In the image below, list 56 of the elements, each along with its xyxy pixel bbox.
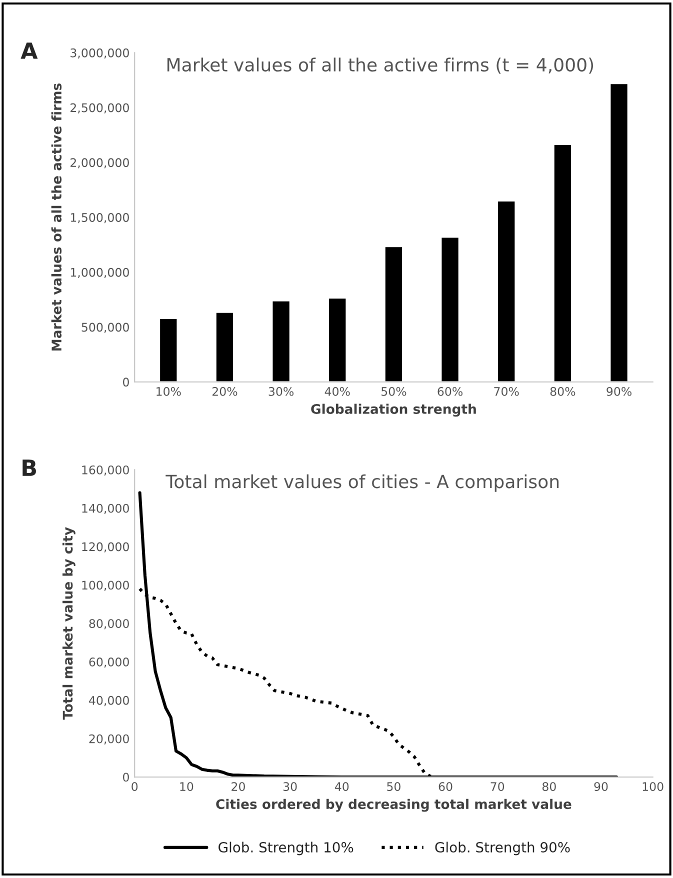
y-tick-label: 3,000,000 bbox=[70, 48, 129, 59]
x-tick-label: 0 bbox=[132, 782, 138, 792]
y-tick-label: 1,000,000 bbox=[70, 268, 129, 278]
y-tick-label: 1,500,000 bbox=[70, 213, 129, 224]
x-tick-label: 90% bbox=[606, 387, 632, 396]
y-tick-label: 0 bbox=[123, 378, 129, 387]
x-tick-label: 70 bbox=[490, 782, 504, 792]
x-axis-title: Cities ordered by decreasing total market value bbox=[216, 798, 572, 812]
x-tick-label: 50 bbox=[387, 782, 400, 792]
y-tick-label: 500,000 bbox=[82, 322, 129, 333]
legend-label: Glob. Strength 90% bbox=[435, 842, 570, 856]
y-tick-label: 160,000 bbox=[82, 465, 129, 476]
x-tick-label: 30 bbox=[283, 782, 297, 792]
bar bbox=[271, 300, 291, 382]
y-tick-label: 100,000 bbox=[82, 580, 129, 591]
y-tick-label: 140,000 bbox=[82, 504, 129, 514]
x-tick-label: 80 bbox=[542, 782, 556, 792]
y-tick-label: 2,000,000 bbox=[70, 158, 129, 168]
chart-title: Market values of all the active firms (t = 4,000) bbox=[167, 58, 594, 74]
x-tick-label: 20 bbox=[232, 782, 245, 792]
y-tick-label: 2,500,000 bbox=[70, 103, 129, 114]
y-tick-label: 20,000 bbox=[89, 734, 129, 744]
x-tick-label: 40% bbox=[324, 387, 350, 396]
x-tick-label: 10 bbox=[180, 782, 194, 792]
bar bbox=[440, 236, 460, 382]
x-tick-label: 40 bbox=[334, 782, 349, 792]
x-tick-label: 100 bbox=[642, 782, 664, 792]
x-tick-label: 60 bbox=[438, 782, 452, 792]
bar bbox=[384, 246, 404, 382]
x-tick-label: 70% bbox=[494, 387, 519, 396]
line-series bbox=[138, 491, 618, 778]
chart-title: Total market values of cities - A comparison bbox=[166, 474, 559, 492]
bar bbox=[328, 297, 348, 382]
x-tick-label: 90 bbox=[594, 782, 608, 792]
x-tick-label: 10% bbox=[156, 387, 181, 396]
y-tick-label: 120,000 bbox=[82, 542, 129, 552]
text: B bbox=[22, 460, 36, 476]
text: A bbox=[20, 42, 38, 59]
y-axis-title: Market values of all the active firms bbox=[51, 83, 62, 351]
x-axis-title: Globalization strength bbox=[311, 404, 476, 417]
y-axis-title: Total market value by city bbox=[62, 527, 76, 720]
bar bbox=[496, 200, 516, 382]
y-tick-label: 60,000 bbox=[89, 658, 129, 668]
bar bbox=[215, 312, 234, 382]
y-tick-label: 0 bbox=[123, 772, 129, 782]
bar bbox=[609, 82, 629, 382]
x-tick-label: 20% bbox=[212, 387, 238, 396]
legend-label: Glob. Strength 10% bbox=[218, 842, 354, 856]
y-tick-label: 80,000 bbox=[89, 619, 129, 630]
x-tick-label: 80% bbox=[550, 387, 576, 396]
y-tick-label: 40,000 bbox=[89, 696, 129, 706]
x-tick-label: 30% bbox=[268, 387, 294, 396]
bar bbox=[552, 144, 572, 382]
bar bbox=[158, 318, 178, 382]
x-tick-label: 60% bbox=[438, 387, 462, 396]
x-tick-label: 50% bbox=[381, 387, 406, 396]
